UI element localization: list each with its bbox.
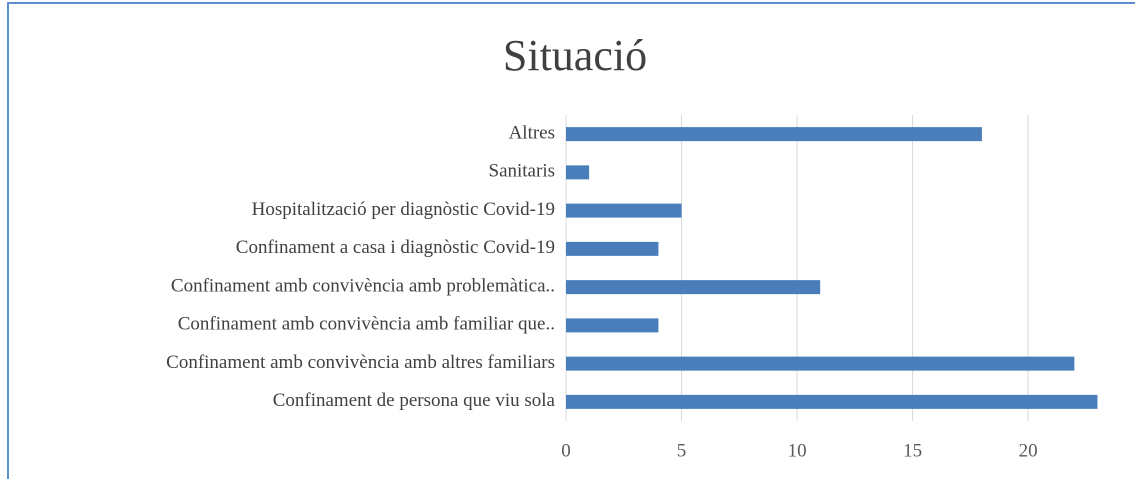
bar: [566, 280, 821, 295]
y-tick-label: Hospitalització per diagnòstic Covid-19: [252, 199, 555, 220]
y-tick-label: Altres: [509, 122, 555, 143]
chart-frame: [7, 2, 1135, 479]
x-tick-label: 20: [1019, 440, 1038, 461]
y-tick-label: Confinament amb convivència amb altres f…: [166, 352, 555, 373]
y-tick-label: Confinament amb convivència amb problemà…: [171, 275, 555, 296]
bar: [566, 394, 1098, 409]
x-tick-label: 10: [788, 440, 807, 461]
y-tick-label: Sanitaris: [489, 161, 556, 182]
x-tick-label: 0: [561, 440, 571, 461]
bar: [566, 203, 682, 218]
bar: [566, 356, 1075, 371]
x-tick-label: 5: [677, 440, 687, 461]
bar: [566, 127, 982, 142]
y-tick-label: Confinament amb convivència amb familiar…: [178, 314, 555, 335]
x-tick-label: 15: [903, 440, 922, 461]
y-tick-label: Confinament a casa i diagnòstic Covid-19: [236, 237, 555, 258]
bar: [566, 241, 659, 256]
bar: [566, 165, 590, 180]
bar: [566, 318, 659, 333]
y-tick-label: Confinament de persona que viu sola: [273, 390, 556, 411]
chart-title: Situació: [503, 31, 647, 80]
